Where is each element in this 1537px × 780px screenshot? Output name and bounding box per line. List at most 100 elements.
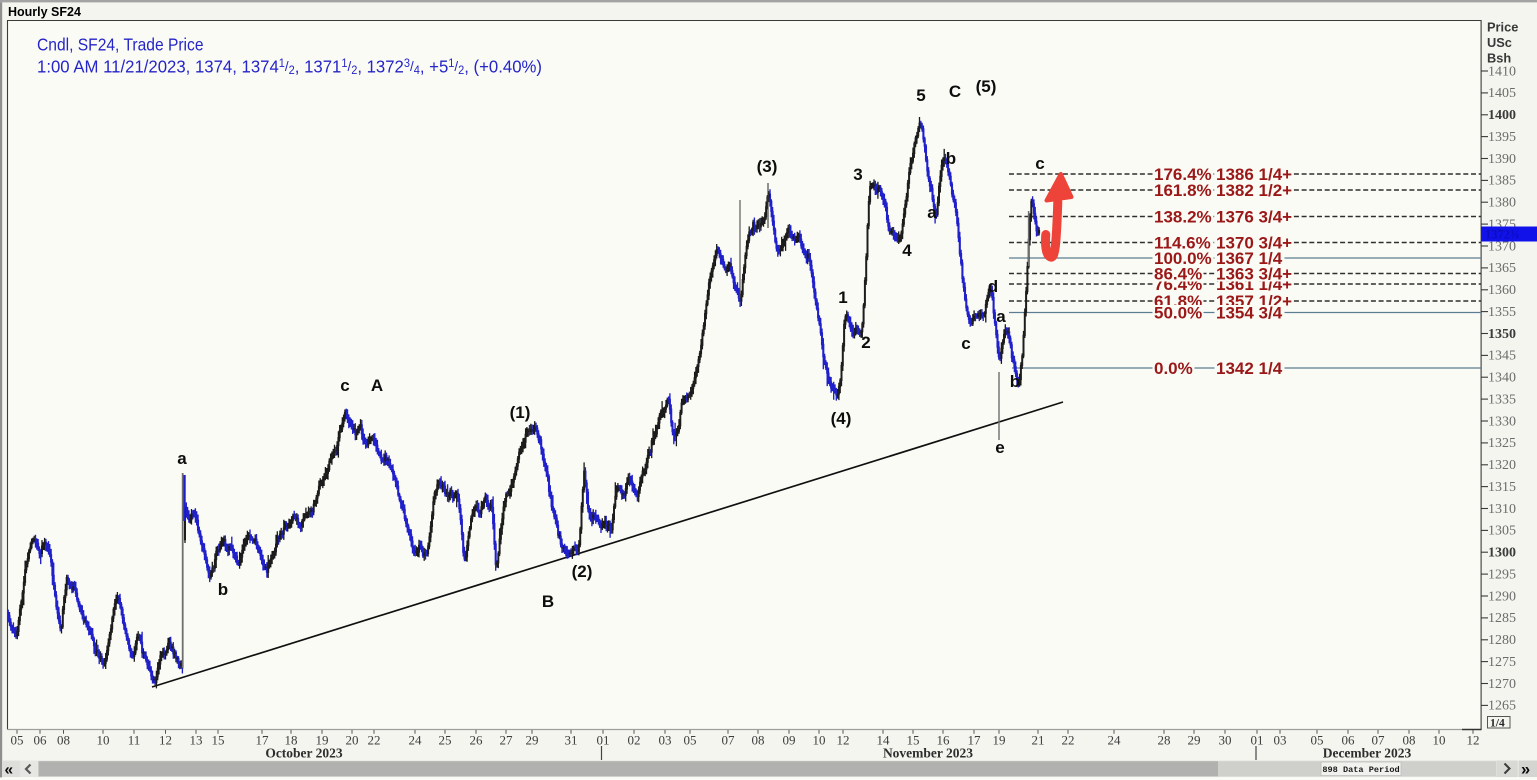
svg-text:0.0%: 0.0% bbox=[1154, 359, 1193, 378]
svg-text:05: 05 bbox=[1311, 733, 1324, 748]
svg-text:1280: 1280 bbox=[1488, 633, 1516, 648]
svg-text:03: 03 bbox=[1274, 733, 1287, 748]
svg-text:176.4%: 176.4% bbox=[1154, 165, 1212, 184]
svg-text:1400: 1400 bbox=[1488, 108, 1516, 123]
svg-text:d: d bbox=[988, 277, 998, 296]
svg-text:11: 11 bbox=[128, 733, 141, 748]
svg-text:b: b bbox=[1010, 372, 1020, 391]
svg-text:Cndl, SF24, Trade Price: Cndl, SF24, Trade Price bbox=[37, 35, 204, 55]
svg-text:02: 02 bbox=[628, 733, 641, 748]
svg-text:161.8%: 161.8% bbox=[1154, 181, 1212, 200]
svg-text:1295: 1295 bbox=[1488, 567, 1516, 582]
svg-text:1320: 1320 bbox=[1488, 458, 1516, 473]
svg-text:1385: 1385 bbox=[1488, 174, 1516, 189]
svg-text:08: 08 bbox=[752, 733, 765, 748]
svg-text:100.0%: 100.0% bbox=[1154, 249, 1212, 268]
svg-text:15: 15 bbox=[907, 733, 920, 748]
svg-text:1386 1/4+: 1386 1/4+ bbox=[1216, 165, 1292, 184]
svg-text:28: 28 bbox=[1158, 733, 1171, 748]
svg-text:22: 22 bbox=[368, 733, 381, 748]
svg-text:138.2%: 138.2% bbox=[1154, 208, 1212, 227]
svg-text:50.0%: 50.0% bbox=[1154, 304, 1202, 323]
svg-text:2: 2 bbox=[861, 333, 870, 352]
svg-text:November 2023: November 2023 bbox=[883, 746, 973, 761]
svg-text:1350: 1350 bbox=[1488, 327, 1516, 342]
svg-text:19: 19 bbox=[993, 733, 1006, 748]
svg-text:Price: Price bbox=[1487, 20, 1518, 35]
svg-text:October 2023: October 2023 bbox=[265, 746, 343, 761]
svg-text:1285: 1285 bbox=[1488, 611, 1516, 626]
svg-text:20: 20 bbox=[346, 733, 359, 748]
svg-text:1270: 1270 bbox=[1488, 677, 1516, 692]
svg-text:1365: 1365 bbox=[1488, 261, 1516, 276]
svg-text:Bsh: Bsh bbox=[1487, 51, 1511, 66]
svg-text:a: a bbox=[927, 203, 937, 222]
svg-text:24: 24 bbox=[409, 733, 423, 748]
svg-text:USc: USc bbox=[1487, 35, 1512, 50]
svg-text:03: 03 bbox=[659, 733, 672, 748]
svg-text:114.6%: 114.6% bbox=[1154, 234, 1211, 253]
svg-text:1335: 1335 bbox=[1488, 392, 1516, 407]
svg-text:1363 3/4+: 1363 3/4+ bbox=[1216, 265, 1292, 284]
svg-text:1300: 1300 bbox=[1488, 546, 1516, 561]
svg-text:1342 1/4: 1342 1/4 bbox=[1216, 359, 1283, 378]
svg-text:c: c bbox=[340, 376, 349, 395]
svg-text:4: 4 bbox=[902, 241, 912, 260]
svg-text:29: 29 bbox=[1188, 733, 1201, 748]
svg-text:26: 26 bbox=[470, 733, 484, 748]
svg-text:b: b bbox=[218, 580, 228, 599]
svg-text:1325: 1325 bbox=[1488, 436, 1516, 451]
svg-text:07: 07 bbox=[722, 733, 736, 748]
svg-text:c: c bbox=[961, 334, 970, 353]
svg-text:(4): (4) bbox=[831, 409, 852, 428]
svg-text:(5): (5) bbox=[976, 77, 997, 96]
svg-text:A: A bbox=[371, 376, 383, 395]
svg-text:1330: 1330 bbox=[1488, 414, 1516, 429]
svg-text:27: 27 bbox=[500, 733, 514, 748]
svg-text:12: 12 bbox=[1467, 733, 1480, 748]
svg-text:22: 22 bbox=[1062, 733, 1075, 748]
svg-text:1: 1 bbox=[838, 288, 847, 307]
svg-text:09: 09 bbox=[783, 733, 796, 748]
svg-text:C: C bbox=[949, 82, 961, 101]
svg-text:898 Data Period: 898 Data Period bbox=[1322, 765, 1399, 775]
svg-text:12: 12 bbox=[837, 733, 850, 748]
svg-text:1315: 1315 bbox=[1488, 480, 1516, 495]
svg-text:10: 10 bbox=[1433, 733, 1446, 748]
svg-text:13: 13 bbox=[190, 733, 203, 748]
svg-text:08: 08 bbox=[1403, 733, 1416, 748]
svg-text:31: 31 bbox=[565, 733, 578, 748]
svg-text:21: 21 bbox=[1032, 733, 1045, 748]
svg-text:18: 18 bbox=[285, 733, 298, 748]
svg-text:1376 3/4+: 1376 3/4+ bbox=[1216, 208, 1292, 227]
svg-text:(3): (3) bbox=[757, 157, 778, 176]
svg-text:(2): (2) bbox=[572, 562, 593, 581]
svg-text:1395: 1395 bbox=[1488, 130, 1516, 145]
svg-text:5: 5 bbox=[916, 86, 925, 105]
svg-text:17: 17 bbox=[968, 733, 982, 748]
svg-text:1275: 1275 bbox=[1488, 655, 1516, 670]
svg-text:b: b bbox=[946, 149, 956, 168]
svg-text:15: 15 bbox=[212, 733, 225, 748]
svg-text:86.4%: 86.4% bbox=[1154, 265, 1202, 284]
svg-text:08: 08 bbox=[57, 733, 70, 748]
svg-text:1410: 1410 bbox=[1488, 64, 1516, 79]
svg-text:B: B bbox=[542, 592, 554, 611]
svg-text:07: 07 bbox=[1372, 733, 1386, 748]
svg-text:06: 06 bbox=[34, 733, 48, 748]
svg-text:1354 3/4: 1354 3/4 bbox=[1216, 304, 1283, 323]
svg-text:1305: 1305 bbox=[1488, 524, 1516, 539]
svg-text:1355: 1355 bbox=[1488, 305, 1516, 320]
svg-text:1265: 1265 bbox=[1488, 699, 1516, 714]
svg-text:17: 17 bbox=[256, 733, 270, 748]
svg-text:29: 29 bbox=[526, 733, 539, 748]
svg-text:01: 01 bbox=[1251, 733, 1264, 748]
svg-text:1340: 1340 bbox=[1488, 371, 1516, 386]
svg-text:1/4: 1/4 bbox=[1490, 717, 1505, 729]
svg-text:12: 12 bbox=[159, 733, 172, 748]
svg-text:Hourly SF24: Hourly SF24 bbox=[8, 5, 81, 19]
svg-text:December 2023: December 2023 bbox=[1323, 746, 1412, 761]
svg-text:1372¾: 1372¾ bbox=[1485, 228, 1519, 242]
svg-text:1290: 1290 bbox=[1488, 589, 1516, 604]
svg-text:06: 06 bbox=[1342, 733, 1356, 748]
